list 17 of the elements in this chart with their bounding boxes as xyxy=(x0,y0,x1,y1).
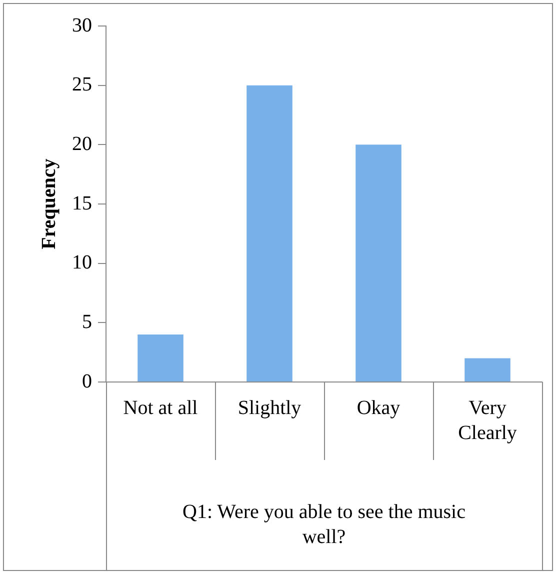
y-tick-label: 25 xyxy=(72,74,92,96)
bar xyxy=(356,144,402,382)
x-axis-title: Q1: Were you able to see the music well? xyxy=(182,500,466,548)
bar xyxy=(138,334,184,382)
x-tick-label: Not at all xyxy=(123,396,198,419)
y-tick-label: 0 xyxy=(82,370,92,392)
y-tick-label: 20 xyxy=(72,132,92,155)
y-tick-label: 5 xyxy=(82,310,92,333)
bar xyxy=(464,358,510,382)
y-tick-label: 15 xyxy=(72,192,92,214)
y-tick-label: 30 xyxy=(72,14,92,36)
y-tick-label: 10 xyxy=(72,252,92,274)
x-tick-label: Okay xyxy=(356,396,400,419)
x-tick-label: Slightly xyxy=(238,396,302,419)
x-tick-label: Very Clearly xyxy=(458,396,517,444)
y-axis-title: Frequency xyxy=(38,158,60,250)
bar xyxy=(246,85,292,382)
